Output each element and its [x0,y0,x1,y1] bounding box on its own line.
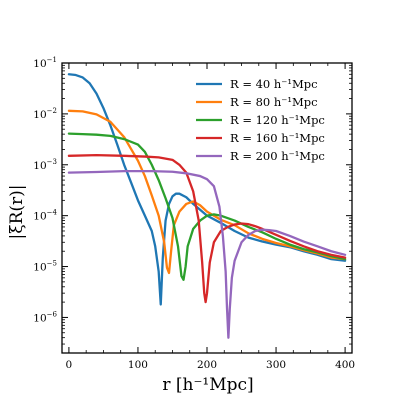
x-tick-label: 0 [66,359,73,371]
legend-label-4: R = 200 h⁻¹Mpc [230,149,325,163]
y-tick-label: 10−2 [33,107,57,121]
y-tick-exponent: −1 [47,56,57,64]
y-axis-label: |ξR(r)| [7,184,27,239]
x-tick-label: 300 [266,359,286,371]
y-tick-label: 10−6 [33,310,57,324]
series-line-2 [67,132,347,281]
y-tick-base: 10 [33,262,46,274]
y-tick-label: 10−4 [33,209,57,223]
series-line-1 [67,109,347,275]
y-tick-base: 10 [33,109,46,121]
series-line-3 [67,153,347,304]
y-tick-base: 10 [33,312,46,324]
legend-label-2: R = 120 h⁻¹Mpc [230,113,325,127]
series-line-4 [67,169,347,339]
y-tick-exponent: −4 [47,209,58,217]
y-tick-base: 10 [33,58,46,70]
y-tick-base: 10 [33,160,46,172]
y-tick-label: 10−1 [33,56,57,70]
y-tick-exponent: −2 [47,107,57,115]
legend: R = 40 h⁻¹Mpc R = 80 h⁻¹Mpc R = 120 h⁻¹Mpc… [196,77,325,163]
y-tick-label: 10−5 [33,260,57,274]
y-tick-exponent: −5 [47,260,57,268]
legend-label-3: R = 160 h⁻¹Mpc [230,131,325,145]
x-tick-label: 200 [197,359,217,371]
series-layer [67,73,347,339]
x-tick-label: 400 [335,359,355,371]
legend-label-1: R = 80 h⁻¹Mpc [230,95,318,109]
legend-label-0: R = 40 h⁻¹Mpc [230,77,318,91]
x-tick-label: 100 [128,359,148,371]
y-tick-exponent: −6 [47,310,58,318]
y-tick-exponent: −3 [47,158,57,166]
y-tick-base: 10 [33,211,46,223]
y-tick-label: 10−3 [33,158,57,172]
x-axis-label: r [h⁻¹Mpc] [162,375,253,395]
